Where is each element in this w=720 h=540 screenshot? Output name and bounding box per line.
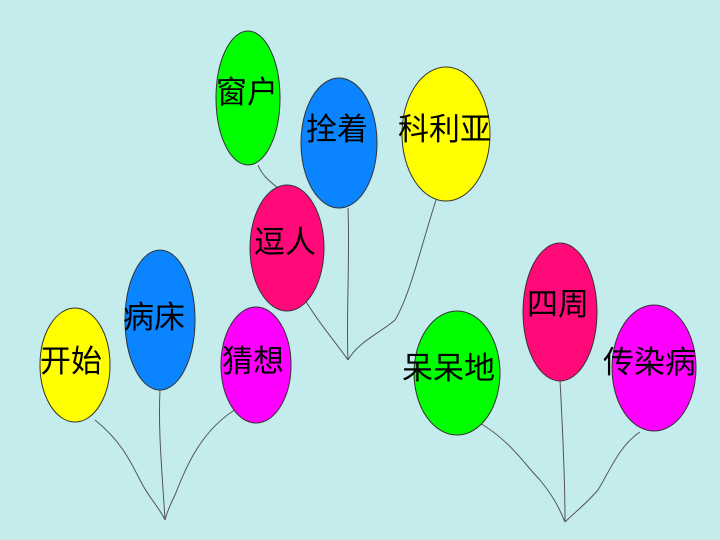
word-daidaidi: 呆呆地 [402, 351, 495, 387]
string-caixiang [164, 407, 239, 521]
word-keliya: 科利亚 [398, 112, 491, 148]
word-chuanghu: 窗户 [216, 75, 278, 111]
word-bingchuang: 病床 [123, 300, 185, 336]
word-caixiang: 猜想 [222, 344, 284, 380]
word-chuanranbing: 传染病 [603, 345, 696, 381]
word-douren: 逗人 [254, 225, 316, 261]
balloon-chuanranbing [611, 304, 697, 432]
string-daidaidi [477, 421, 566, 523]
word-sizhou: 四周 [527, 287, 589, 323]
balloon-kaishi [39, 307, 111, 423]
balloon-keliya [401, 66, 491, 202]
string-chuanranbing [564, 431, 641, 523]
string-bingchuang [158, 389, 166, 521]
string-douren [304, 299, 349, 361]
string-shuanzhe [346, 207, 350, 361]
balloon-daidaidi [413, 310, 501, 436]
balloon-chuanghu [215, 30, 281, 166]
word-kaishi: 开始 [40, 344, 102, 380]
string-keliya [347, 199, 437, 361]
string-sizhou [559, 379, 566, 523]
balloon-sizhou [522, 242, 598, 382]
word-shuanzhe: 拴着 [306, 112, 368, 148]
balloon-bingchuang [124, 249, 196, 391]
string-chuanghu [257, 164, 279, 189]
balloon-douren [249, 184, 325, 312]
string-kaishi [94, 419, 166, 521]
balloon-caixiang [220, 306, 292, 424]
balloon-shuanzhe [300, 77, 378, 209]
